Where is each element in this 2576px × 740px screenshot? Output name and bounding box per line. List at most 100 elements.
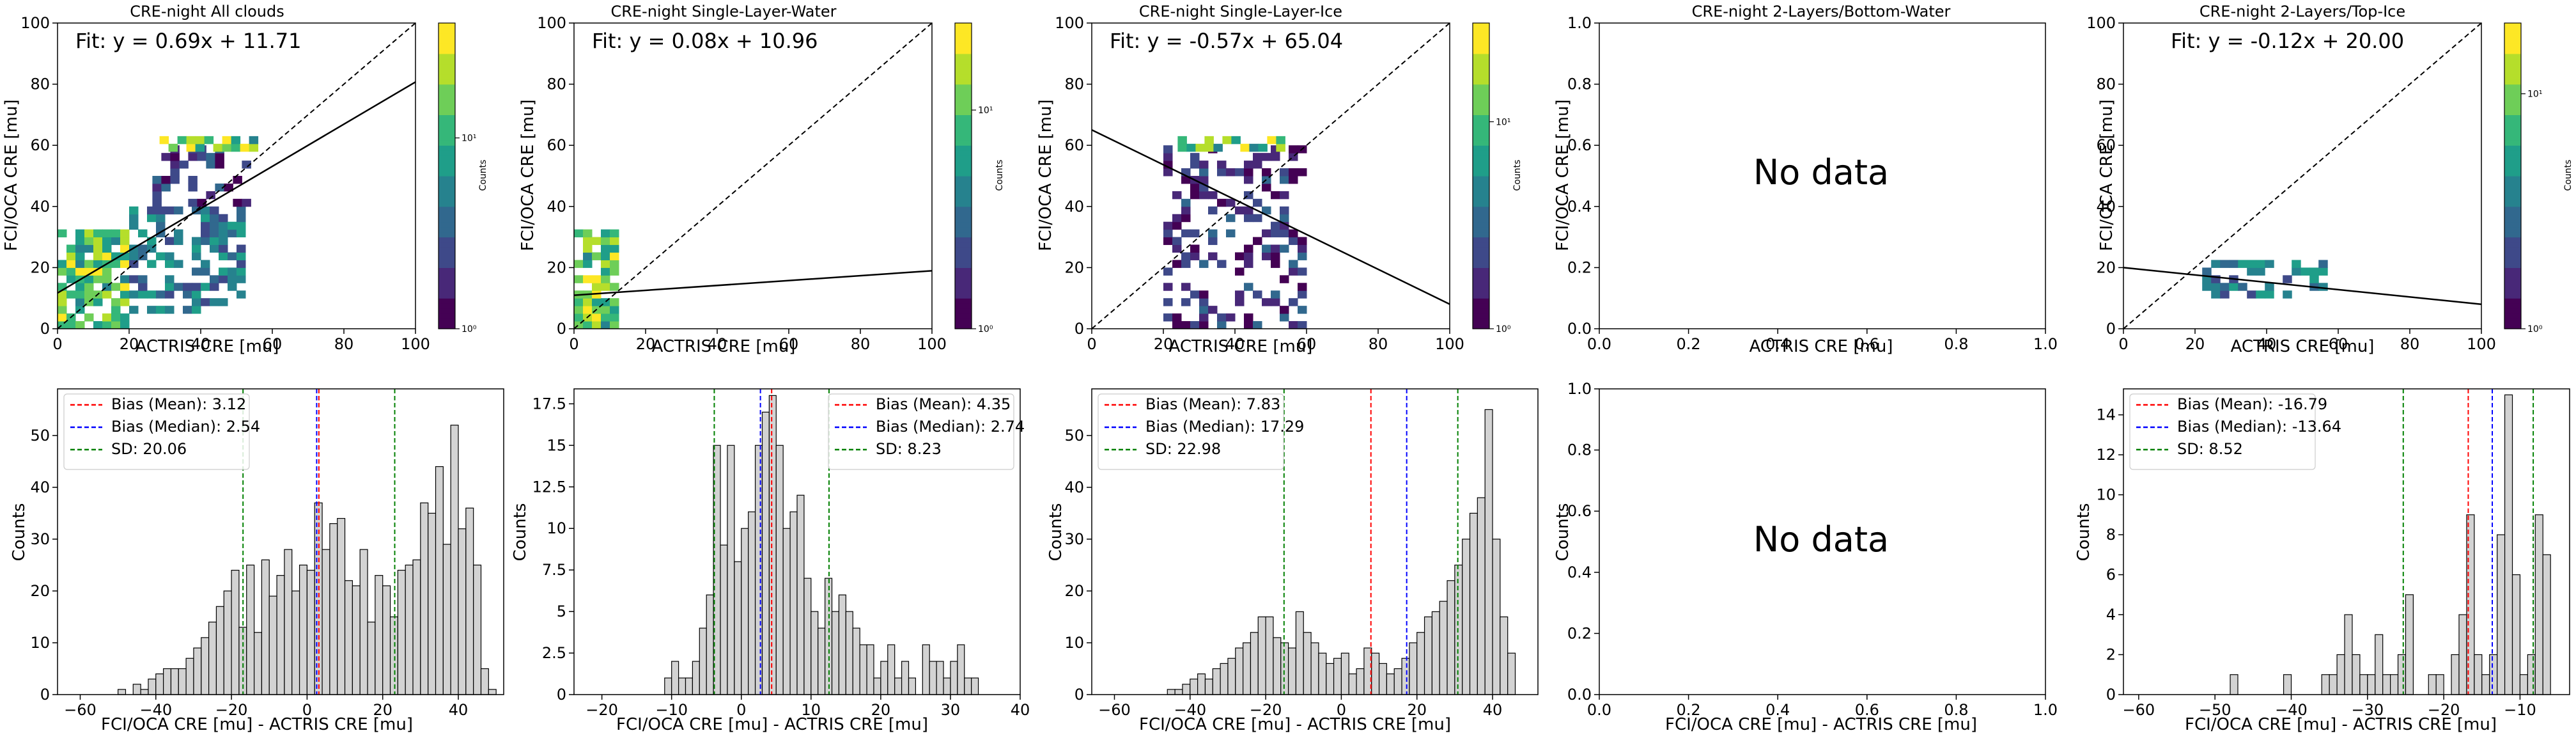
heatmap-cell xyxy=(93,229,103,238)
x-axis-label: ACTRIS CRE [mu] xyxy=(1169,337,1313,356)
heatmap-cell xyxy=(201,267,210,276)
histogram-bar xyxy=(367,621,376,695)
heatmap-cell xyxy=(84,244,94,253)
colorbar-segment xyxy=(1473,63,1489,70)
histogram-bar xyxy=(118,689,127,695)
colorbar-segment xyxy=(2504,232,2521,238)
histogram-bar xyxy=(178,668,187,695)
colorbar-segment xyxy=(438,196,455,202)
colorbar-segment xyxy=(2504,267,2521,273)
colorbar-segment xyxy=(1473,171,1489,177)
axes-frame xyxy=(57,388,504,695)
colorbar-segment xyxy=(438,262,455,268)
histogram-bar xyxy=(1303,632,1312,695)
histogram-bar xyxy=(375,575,384,695)
y-tick-label: 40 xyxy=(30,478,50,496)
heatmap-cell xyxy=(592,252,601,260)
colorbar-segment xyxy=(955,237,972,243)
histogram-bar xyxy=(276,575,285,695)
colorbar-segment xyxy=(2504,145,2521,151)
legend-label: Bias (Mean): 7.83 xyxy=(1145,395,1280,413)
colorbar-tick-label: 10⁰ xyxy=(2527,324,2543,335)
colorbar-segment xyxy=(955,161,972,166)
colorbar-segment xyxy=(2504,94,2521,100)
colorbar-segment xyxy=(2504,140,2521,146)
colorbar-segment xyxy=(955,211,972,217)
colorbar-segment xyxy=(955,201,972,207)
heatmap-cell xyxy=(610,229,619,238)
colorbar-segment xyxy=(955,283,972,288)
colorbar-segment xyxy=(2504,206,2521,212)
heatmap-cell xyxy=(156,221,166,230)
heatmap-cell xyxy=(574,313,584,322)
colorbar-segment xyxy=(1473,145,1489,151)
colorbar-segment xyxy=(438,135,455,141)
heatmap-cell xyxy=(174,237,183,246)
x-tick-label: −40 xyxy=(1174,701,1206,719)
colorbar-segment xyxy=(1473,206,1489,212)
y-axis-label: FCI/OCA CRE [mu] xyxy=(1036,99,1055,251)
y-tick-label: 0 xyxy=(557,320,566,338)
heatmap-cell xyxy=(165,306,175,314)
colorbar-segment xyxy=(955,48,972,54)
heatmap-cell xyxy=(192,283,201,291)
heatmap-cell xyxy=(601,275,610,283)
heatmap-cell xyxy=(1280,221,1289,230)
x-tick-label: 0 xyxy=(2118,335,2128,353)
histogram-bar xyxy=(859,644,867,695)
heatmap-cell xyxy=(2265,283,2274,291)
heatmap-cell xyxy=(120,229,130,238)
histogram-bar xyxy=(1182,684,1191,695)
heatmap-cell xyxy=(601,229,610,238)
histogram-bar xyxy=(215,606,224,695)
heatmap-cell xyxy=(93,244,103,253)
heatmap-cell xyxy=(161,183,171,192)
legend-label: Bias (Mean): -16.79 xyxy=(2177,395,2327,413)
heatmap-cell xyxy=(1271,298,1280,306)
heatmap-cell xyxy=(192,267,201,276)
heatmap-cell xyxy=(58,313,67,322)
colorbar-segment xyxy=(438,23,455,29)
histogram-bar xyxy=(140,689,149,695)
colorbar-segment xyxy=(955,63,972,70)
heatmap-cell xyxy=(111,298,121,306)
heatmap-cell xyxy=(210,283,219,291)
heatmap-cell xyxy=(147,260,157,268)
histogram-bar xyxy=(1318,652,1327,695)
heatmap-cell xyxy=(1298,168,1307,177)
y-tick-label: 60 xyxy=(547,136,566,154)
heatmap-cell xyxy=(120,298,130,306)
y-tick-label: 20 xyxy=(1064,258,1084,276)
histogram-bar xyxy=(382,585,391,695)
colorbar-segment xyxy=(438,166,455,171)
colorbar-segment xyxy=(438,84,455,90)
heatmap-cell xyxy=(1217,168,1227,177)
heatmap-cell xyxy=(219,214,228,223)
heatmap-cell xyxy=(58,290,67,299)
panel-h1: FCI/OCA CRE [mu] - ACTRIS CRE [mu] Count… xyxy=(10,503,413,734)
heatmap-cell xyxy=(1240,143,1250,152)
heatmap-cell xyxy=(183,290,192,299)
fit-label: Fit: y = 0.08x + 10.96 xyxy=(592,29,818,53)
histogram-bar xyxy=(1310,642,1319,695)
histogram-bar xyxy=(450,425,459,695)
heatmap-cell xyxy=(1177,136,1187,145)
histogram-bar xyxy=(741,528,749,695)
colorbar-segment xyxy=(2504,324,2521,329)
heatmap-cell xyxy=(66,275,76,283)
heatmap-cell xyxy=(1267,136,1276,145)
histogram-bar xyxy=(2542,554,2551,695)
heatmap-cell xyxy=(1235,298,1245,306)
histogram-bar xyxy=(1235,647,1244,695)
heatmap-cell xyxy=(66,244,76,253)
colorbar-segment xyxy=(955,272,972,278)
colorbar-segment xyxy=(955,288,972,294)
histogram-bar xyxy=(2405,594,2414,695)
colorbar-segment xyxy=(438,247,455,253)
legend-label: SD: 8.52 xyxy=(2177,440,2243,458)
heatmap-cell xyxy=(1262,252,1271,260)
colorbar-segment xyxy=(438,176,455,182)
histogram-bar xyxy=(329,523,338,695)
colorbar-segment xyxy=(2504,125,2521,130)
colorbar-segment xyxy=(955,221,972,228)
